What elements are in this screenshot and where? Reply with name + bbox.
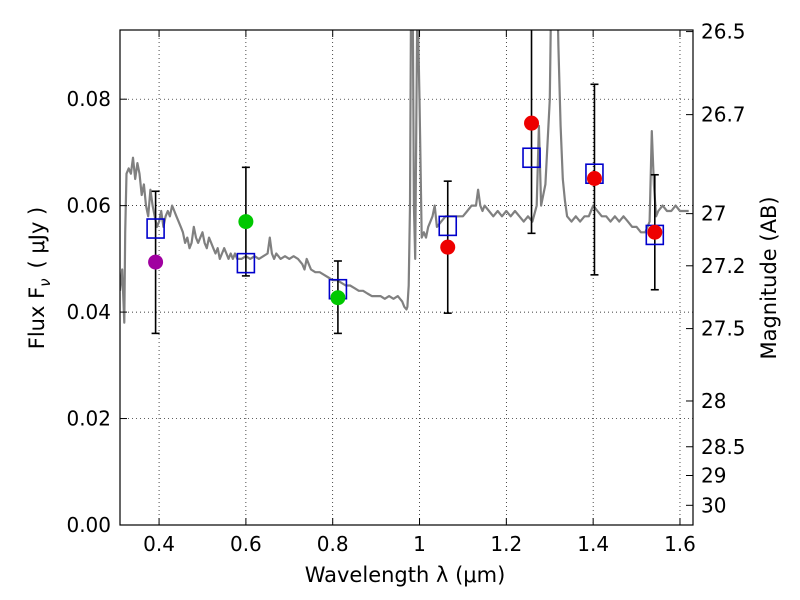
model-flux-box (438, 215, 458, 237)
y-tick-label: 0.02 (66, 407, 111, 431)
y2-tick-label: 28 (701, 389, 726, 413)
y2-tick-label: 27.5 (701, 317, 746, 341)
x-axis-label: Wavelength λ (μm) (305, 563, 506, 587)
x-tick-label: 0.6 (230, 532, 262, 556)
x-tick-label: 0.8 (317, 532, 349, 556)
x-tick-label: 0.4 (143, 532, 175, 556)
y-tick-label: 0.06 (66, 194, 111, 218)
y-tick-label: 0.04 (66, 300, 111, 324)
plot-area (120, 30, 689, 324)
axes: 0.4 0.6 0.8 1 1.2 1.4 1.6 0.00 0.02 0.04 0.06 0.08 2… (66, 20, 745, 556)
x-tick-label: 1 (413, 532, 426, 556)
y-axis-label-subscript: ν (36, 278, 54, 286)
y2-tick-label: 27 (701, 202, 726, 226)
y2-tick-label: 26.5 (701, 20, 746, 44)
grid-lines (120, 30, 693, 526)
observed-flux-point (586, 171, 602, 186)
observed-flux-point (440, 239, 456, 255)
y2-tick-label: 30 (701, 493, 726, 517)
y2-axis-label-group: Magnitude (AB) (757, 196, 781, 359)
model-flux-box (146, 218, 165, 239)
observed-flux-point (647, 224, 663, 240)
x-tick-label: 1.4 (577, 532, 609, 556)
x-tick-label: 1.6 (664, 532, 696, 556)
errorbar (527, 30, 536, 235)
model-flux-box (522, 147, 541, 169)
data-points (146, 30, 665, 335)
observed-flux-point (148, 254, 164, 270)
y-tick-label: 0.00 (66, 513, 111, 537)
y-axis-label-text: Flux F (25, 287, 49, 349)
observed-flux-point (524, 115, 540, 131)
y2-tick-label: 27.2 (701, 254, 746, 278)
sed-model-line (120, 30, 689, 324)
y-axis-label: Flux Fν ( μJy ) (25, 207, 54, 350)
plot-frame (119, 29, 694, 526)
y-axis-label-group: Flux Fν ( μJy ) (25, 207, 54, 350)
y2-axis-label: Magnitude (AB) (757, 196, 781, 359)
model-flux-box (236, 252, 256, 274)
y2-tick-label: 29 (701, 464, 726, 488)
y-tick-label: 0.08 (66, 87, 111, 111)
y2-tick-label: 28.5 (701, 435, 746, 459)
observed-flux-point (330, 290, 346, 306)
y2-tick-label: 26.7 (701, 103, 746, 127)
observed-flux-point (238, 214, 254, 230)
y-axis-label-unit: ( μJy ) (25, 207, 49, 269)
x-tick-label: 1.2 (490, 532, 522, 556)
